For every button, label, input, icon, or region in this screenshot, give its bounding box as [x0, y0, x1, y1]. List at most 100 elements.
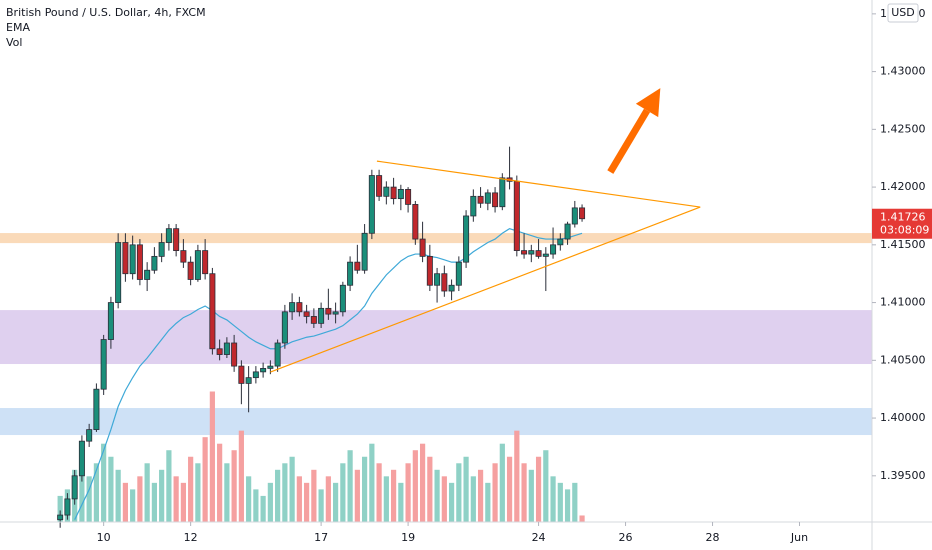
volume-bar [144, 463, 150, 522]
volume-bar [340, 463, 346, 522]
countdown-label: 03:08:09 [880, 224, 929, 237]
volume-bar [151, 482, 157, 522]
candle-body [100, 339, 107, 390]
candle-body [115, 242, 122, 303]
y-tick-label: 1.42500 [880, 122, 926, 135]
volume-bar [427, 456, 433, 522]
volume-bar [390, 469, 397, 522]
candle-body [571, 207, 578, 225]
candle-body [216, 348, 223, 355]
volume-bar [188, 456, 194, 522]
x-tick-label: 28 [706, 531, 720, 544]
candle-body [202, 250, 209, 275]
candle-body [441, 273, 448, 292]
candle-body [129, 244, 136, 275]
candle-body [238, 365, 245, 384]
candle-body [136, 244, 143, 280]
volume-bar [579, 515, 585, 522]
last-price-badge [872, 208, 932, 239]
volume-bar [101, 443, 107, 522]
candle-body [477, 195, 484, 204]
plot-area [0, 88, 872, 528]
volume-bar [572, 482, 578, 522]
candle-body [151, 255, 158, 271]
arrow-head [635, 88, 661, 118]
volume-bar [231, 450, 237, 522]
volume-bar [485, 482, 491, 522]
volume-bar [93, 463, 100, 522]
volume-bar [209, 391, 215, 522]
volume-bar [441, 476, 447, 522]
candle-body [57, 514, 64, 521]
candle-body [412, 204, 419, 240]
candle-body [521, 250, 528, 255]
candle-body [361, 232, 368, 271]
candle-body [542, 253, 549, 257]
volume-bar [166, 450, 172, 522]
candle-body [535, 250, 542, 257]
trendline [376, 160, 701, 208]
candle-body [376, 175, 383, 197]
volume-bar [499, 443, 505, 522]
volume-bar [347, 450, 353, 522]
volume-bar [195, 463, 201, 522]
y-tick-label: 1.43000 [880, 65, 926, 78]
candle-body [209, 273, 216, 350]
candle-body [550, 244, 557, 255]
candle-body [274, 342, 281, 367]
candle-body [158, 242, 165, 257]
candle-body [78, 440, 85, 477]
y-tick-label: 1.39500 [880, 469, 926, 482]
candle-body [122, 242, 129, 275]
volume-bar [122, 482, 128, 522]
x-tick-label: 10 [97, 531, 111, 544]
candle-body [448, 284, 455, 292]
candle-body [470, 195, 477, 217]
volume-bar [456, 463, 462, 522]
y-tick-label: 1.42000 [880, 180, 926, 193]
volume-bar [296, 476, 302, 522]
volume-bar [130, 489, 136, 522]
volume-bar [419, 443, 426, 522]
candle-body [419, 238, 426, 257]
x-tick-label: 24 [532, 531, 546, 544]
volume-bar [325, 476, 331, 522]
currency-badge[interactable] [887, 3, 919, 23]
candle-body [165, 228, 172, 243]
axes: 1.39500 1.40000 1.40500 1.41000 1.41500 1.420… [97, 7, 932, 544]
volume-bar [289, 456, 295, 522]
y-tick-label: 1.40500 [880, 353, 926, 366]
volume-bar [246, 476, 252, 522]
volume-bar [304, 482, 310, 522]
candle-body [339, 284, 346, 313]
volume-bar [224, 463, 230, 522]
volume-bar [79, 450, 85, 522]
candle-body [281, 311, 288, 344]
currency-label[interactable]: USD [891, 6, 915, 19]
volume-bar [564, 489, 571, 522]
candle-body [289, 302, 296, 313]
volume-bar [492, 463, 498, 522]
ema-line [74, 228, 583, 520]
candle-body [579, 207, 586, 220]
volume-bar [535, 456, 542, 522]
volume-bar [434, 469, 440, 522]
volume-bar [159, 469, 165, 522]
volume-bar [354, 469, 360, 522]
volume-bar [137, 476, 143, 522]
y-tick-label: 1.41000 [880, 296, 926, 309]
y-tick-label: 1.41500 [880, 238, 926, 251]
candle-body [267, 365, 274, 369]
candle-body [455, 261, 462, 286]
candle-body [252, 371, 259, 379]
volume-bar [311, 469, 317, 522]
x-tick-label: 26 [619, 531, 633, 544]
candle-body [557, 238, 564, 246]
candle-body [347, 261, 354, 286]
zone [0, 310, 872, 365]
candle-body [434, 273, 441, 286]
arrow-shaft [607, 108, 651, 174]
volume-bar [180, 482, 186, 522]
candle-body [426, 255, 433, 286]
